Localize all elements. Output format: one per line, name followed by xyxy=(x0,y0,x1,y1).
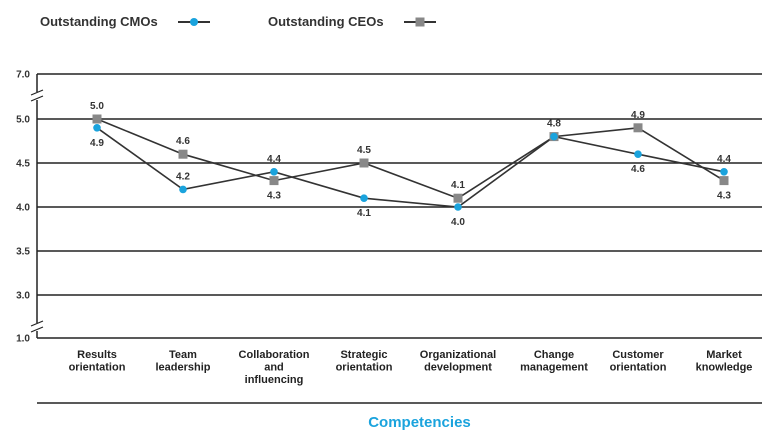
x-axis-categories: ResultsorientationTeamleadershipCollabor… xyxy=(69,349,753,386)
data-label: 4.4 xyxy=(717,154,731,165)
x-tick-label: Results xyxy=(77,349,117,361)
data-label: 5.0 xyxy=(90,101,104,112)
data-label: 4.6 xyxy=(631,164,645,175)
x-tick-label: Market xyxy=(706,349,742,361)
axis-break-mark xyxy=(30,95,44,102)
series-line xyxy=(96,118,725,200)
x-tick-label: orientation xyxy=(69,362,126,374)
data-point xyxy=(453,193,463,203)
data-label: 4.9 xyxy=(631,110,645,121)
x-tick-label: Customer xyxy=(612,349,664,361)
data-point xyxy=(178,149,188,159)
data-label: 4.1 xyxy=(357,208,371,219)
x-tick-label: Organizational xyxy=(420,349,496,361)
series-markers xyxy=(92,114,729,211)
data-point xyxy=(720,168,728,176)
data-label: 4.2 xyxy=(176,171,190,182)
axis-break-gap xyxy=(31,93,43,99)
axis-break-mark xyxy=(30,326,44,333)
data-label: 4.8 xyxy=(547,119,561,130)
y-tick-label: 3.0 xyxy=(16,291,30,302)
series-lines xyxy=(96,118,725,208)
data-label: 4.0 xyxy=(451,217,465,228)
y-tick-label: 5.0 xyxy=(16,115,30,126)
series-line xyxy=(96,127,725,208)
data-label: 4.3 xyxy=(267,191,281,202)
x-tick-label: and xyxy=(264,362,284,374)
legend-marker xyxy=(190,18,198,26)
x-tick-label: Collaboration xyxy=(239,349,310,361)
y-tick-label: 7.0 xyxy=(16,70,30,81)
x-tick-label: management xyxy=(520,362,588,374)
data-labels: 4.9 4.2 4.4 4.1 4.0 4.6 4.4 5.0 4.6 4.3 4.5 4.1 4.8 4… xyxy=(90,101,731,228)
x-tick-label: Strategic xyxy=(340,349,387,361)
legend-label: Outstanding CEOs xyxy=(268,14,384,29)
data-point xyxy=(634,150,642,158)
data-label: 4.4 xyxy=(267,154,281,165)
data-point xyxy=(359,158,369,168)
data-point xyxy=(360,194,368,202)
data-point xyxy=(454,203,462,211)
data-point xyxy=(633,123,643,133)
x-tick-label: leadership xyxy=(155,362,210,374)
data-label: 4.9 xyxy=(90,138,104,149)
axis-break-mark xyxy=(30,89,44,96)
data-point xyxy=(719,176,729,186)
y-axis: 1.0 3.0 3.5 4.0 4.5 5.0 7.0 xyxy=(16,70,44,345)
y-tick-label: 3.5 xyxy=(16,247,30,258)
data-point xyxy=(270,168,278,176)
x-tick-label: orientation xyxy=(610,362,667,374)
x-tick-label: orientation xyxy=(336,362,393,374)
data-point xyxy=(93,124,101,132)
data-point xyxy=(92,114,102,124)
data-label: 4.5 xyxy=(357,145,371,156)
data-label: 4.1 xyxy=(451,180,465,191)
data-point xyxy=(269,176,279,186)
data-label: 4.3 xyxy=(717,191,731,202)
data-point xyxy=(179,185,187,194)
y-tick-label: 4.5 xyxy=(16,159,30,170)
data-label: 4.6 xyxy=(176,136,190,147)
x-tick-label: Change xyxy=(534,349,574,361)
x-tick-label: knowledge xyxy=(696,362,753,374)
y-tick-label: 4.0 xyxy=(16,203,30,214)
legend-marker xyxy=(415,17,425,27)
x-tick-label: Team xyxy=(169,349,197,361)
x-tick-label: development xyxy=(424,362,492,374)
axis-break-mark xyxy=(30,320,44,327)
legend-label: Outstanding CMOs xyxy=(40,14,158,29)
data-point xyxy=(550,132,558,141)
legend: Outstanding CMOs Outstanding CEOs xyxy=(40,14,436,29)
axis-break-gap xyxy=(31,324,43,330)
y-tick-label: 1.0 xyxy=(16,334,30,345)
gridlines xyxy=(37,73,762,339)
x-tick-label: influencing xyxy=(245,374,304,386)
x-axis-label: Competencies xyxy=(368,414,471,431)
